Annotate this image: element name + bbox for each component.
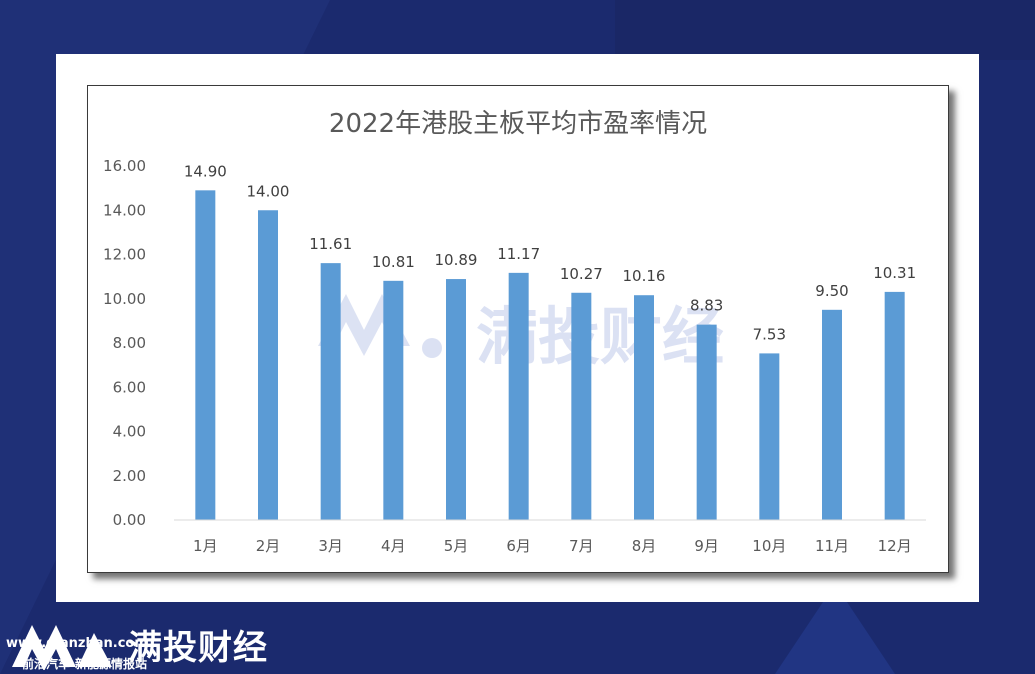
chart-card: 2022年港股主板平均市盈率情况 满投财经 0.00 2.00 4.00 6.00 8.… (56, 54, 979, 602)
y-tick-label: 4.00 (113, 423, 146, 441)
footer-url[interactable]: www.qianzhan.com (6, 636, 148, 651)
watermark-logo-dot (422, 338, 442, 358)
y-axis: 0.00 2.00 4.00 6.00 8.00 10.00 12.00 14.00 16.00 (103, 157, 146, 529)
x-tick-label: 5月 (444, 537, 469, 555)
bar (634, 295, 654, 520)
data-label: 10.31 (873, 264, 916, 282)
bar (696, 324, 717, 520)
chart-title: 2022年港股主板平均市盈率情况 (329, 109, 707, 139)
y-tick-label: 14.00 (103, 201, 146, 219)
x-tick-label: 2月 (256, 537, 281, 555)
data-label: 11.61 (309, 235, 352, 253)
data-label: 14.90 (184, 162, 227, 180)
x-tick-label: 3月 (318, 537, 343, 555)
x-axis: 1月 2月 3月 4月 5月 6月 7月 8月 9月 10月 11月 12月 (193, 537, 912, 555)
data-label: 9.50 (815, 282, 848, 300)
x-tick-label: 12月 (878, 537, 912, 555)
y-tick-label: 0.00 (113, 511, 146, 529)
x-tick-label: 8月 (632, 537, 657, 555)
x-tick-label: 10月 (752, 537, 786, 555)
background-shape (615, 0, 1035, 60)
footer-brand: 满投财经 (128, 628, 268, 668)
y-tick-label: 2.00 (113, 467, 146, 485)
x-tick-label: 4月 (381, 537, 406, 555)
bar (884, 291, 905, 520)
bar (822, 309, 842, 520)
y-tick-label: 10.00 (103, 290, 146, 308)
x-tick-label: 7月 (569, 537, 594, 555)
y-tick-label: 16.00 (103, 157, 146, 175)
data-label: 10.16 (623, 267, 666, 285)
x-tick-label: 9月 (694, 537, 719, 555)
bar (383, 280, 404, 520)
bar (258, 210, 278, 520)
y-tick-label: 6.00 (113, 378, 146, 396)
footer-subtitle: 前沿汽车-新能源情报站 (22, 657, 147, 671)
y-tick-label: 12.00 (103, 246, 146, 264)
chart-frame: 2022年港股主板平均市盈率情况 满投财经 0.00 2.00 4.00 6.00 8.… (87, 85, 949, 573)
brand-logo-icon (12, 625, 112, 670)
bar (195, 190, 216, 520)
x-tick-label: 6月 (506, 537, 531, 555)
data-label: 8.83 (690, 297, 723, 315)
data-label: 10.81 (372, 253, 415, 271)
x-tick-label: 11月 (815, 537, 849, 555)
bar-chart: 2022年港股主板平均市盈率情况 满投财经 0.002.004.006.008.… (103, 109, 926, 555)
data-label: 11.17 (497, 245, 540, 263)
bar (759, 353, 780, 520)
data-label: 14.00 (247, 182, 290, 200)
y-tick-label: 8.00 (113, 334, 146, 352)
bar (320, 263, 341, 520)
data-label: 7.53 (753, 325, 786, 343)
bar (446, 279, 466, 520)
bar (508, 272, 529, 520)
x-tick-label: 1月 (193, 537, 218, 555)
data-label: 10.89 (435, 251, 478, 269)
data-label: 10.27 (560, 265, 603, 283)
bar (571, 292, 592, 520)
bars: 14.90 14.00 11.61 10.81 10.89 11.17 10.27 10.16… (184, 162, 916, 520)
